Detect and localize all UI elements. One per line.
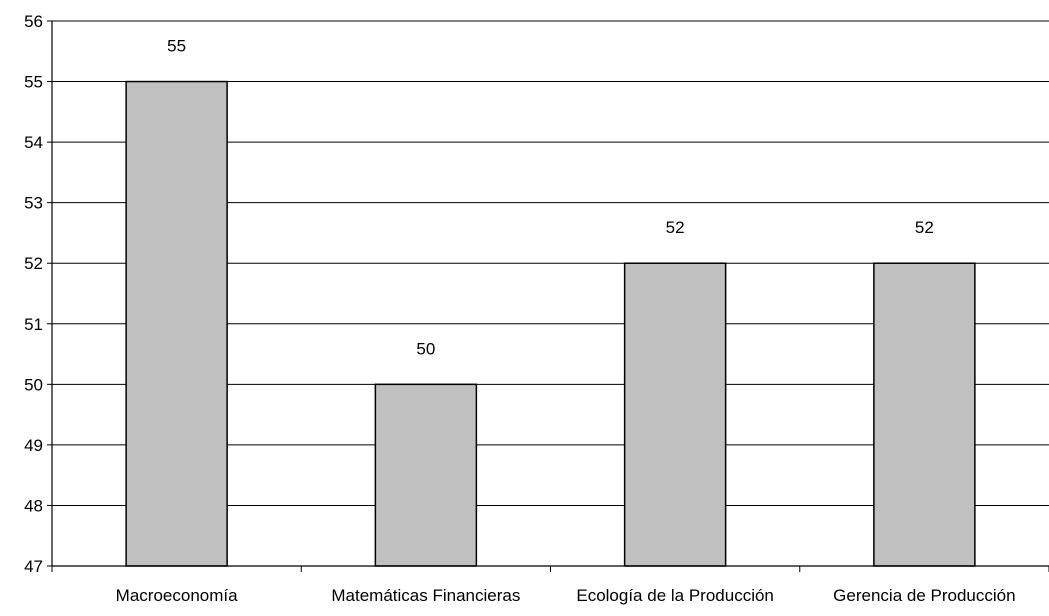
x-category-label: Macroeconomía (116, 586, 238, 605)
y-tick-label: 47 (24, 557, 43, 576)
data-label: 55 (167, 37, 186, 56)
y-tick-label: 49 (24, 436, 43, 455)
y-tick-label: 50 (24, 375, 43, 394)
bar (126, 82, 227, 566)
y-tick-label: 51 (24, 315, 43, 334)
y-tick-label: 55 (24, 73, 43, 92)
bar (874, 263, 975, 566)
data-label: 50 (416, 339, 435, 358)
x-category-label: Matemáticas Financieras (331, 586, 520, 605)
data-label: 52 (666, 218, 685, 237)
bar (625, 263, 726, 566)
y-tick-label: 54 (24, 133, 43, 152)
x-category-label: Ecología de la Producción (576, 586, 774, 605)
bar (375, 384, 476, 566)
y-tick-label: 48 (24, 496, 43, 515)
y-tick-label: 56 (24, 12, 43, 31)
y-tick-label: 53 (24, 194, 43, 213)
data-label: 52 (915, 218, 934, 237)
x-category-label: Gerencia de Producción (833, 586, 1015, 605)
y-tick-label: 52 (24, 254, 43, 273)
